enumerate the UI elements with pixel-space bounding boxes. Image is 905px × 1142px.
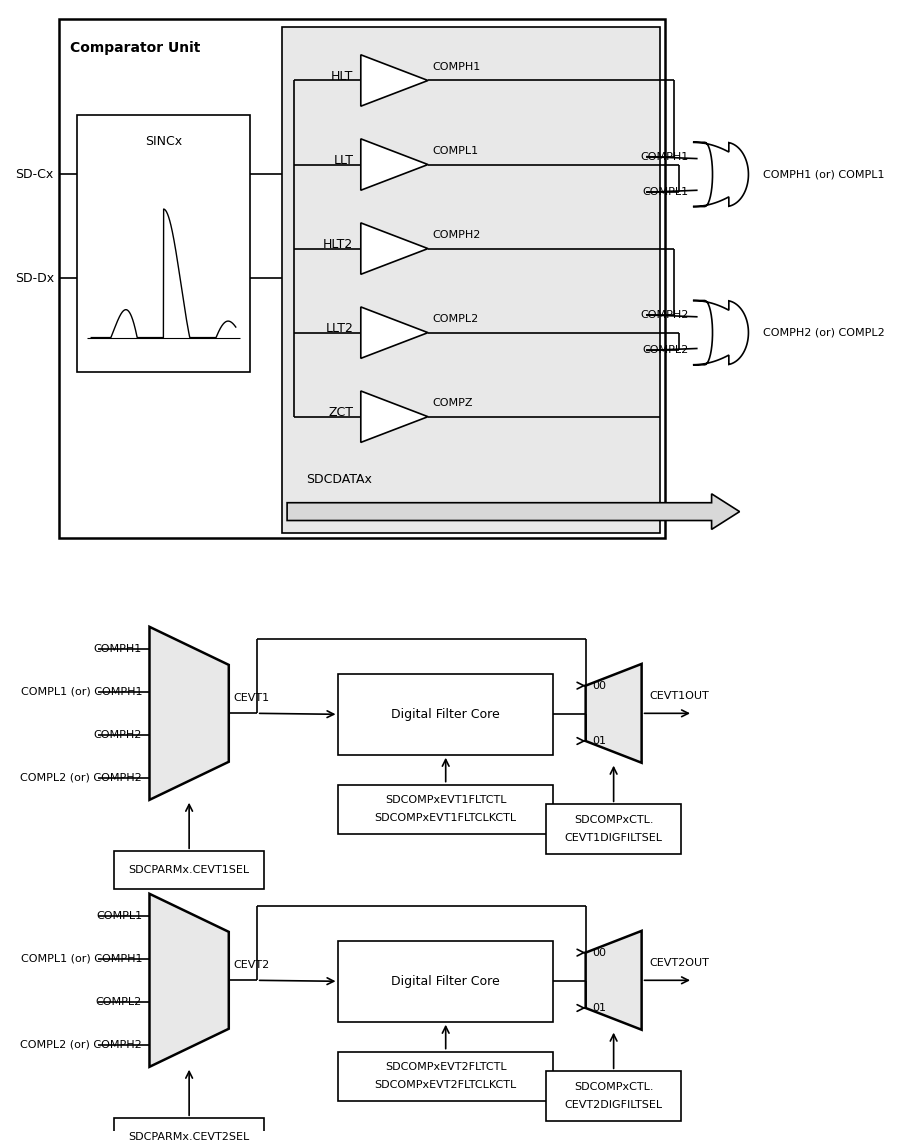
Text: SD-Cx: SD-Cx — [15, 168, 54, 180]
Text: 01: 01 — [592, 1003, 606, 1013]
Text: SDCOMPxCTL.: SDCOMPxCTL. — [574, 815, 653, 826]
Polygon shape — [149, 627, 229, 799]
Text: SDCPARMx.CEVT2SEL: SDCPARMx.CEVT2SEL — [129, 1132, 250, 1142]
Text: Comparator Unit: Comparator Unit — [70, 41, 200, 55]
Bar — [546, 1071, 681, 1120]
Bar — [59, 19, 665, 538]
Bar — [338, 785, 553, 834]
Text: COMPL1 (or) COMPH1: COMPL1 (or) COMPH1 — [21, 686, 142, 697]
Text: SDCPARMx.CEVT1SEL: SDCPARMx.CEVT1SEL — [129, 864, 250, 875]
Polygon shape — [361, 139, 428, 191]
Polygon shape — [586, 931, 642, 1030]
Polygon shape — [693, 300, 748, 364]
Text: COMPL1: COMPL1 — [433, 146, 479, 155]
Text: CEVT1DIGFILTSEL: CEVT1DIGFILTSEL — [565, 833, 662, 843]
Text: 01: 01 — [592, 735, 606, 746]
Text: CEVT1: CEVT1 — [233, 693, 270, 703]
Text: SDCOMPxEVT2FLTCLKCTL: SDCOMPxEVT2FLTCLKCTL — [375, 1080, 517, 1091]
Polygon shape — [361, 223, 428, 274]
Polygon shape — [693, 143, 748, 207]
Text: HLT: HLT — [331, 70, 353, 83]
Text: COMPH2 (or) COMPL2: COMPH2 (or) COMPL2 — [763, 328, 885, 338]
Bar — [546, 804, 681, 854]
Text: SD-Dx: SD-Dx — [14, 272, 54, 284]
Bar — [338, 674, 553, 755]
Text: COMPL1 (or) COMPH1: COMPL1 (or) COMPH1 — [21, 954, 142, 964]
Text: LLT: LLT — [333, 154, 353, 167]
Polygon shape — [287, 493, 739, 530]
Text: 00: 00 — [592, 681, 606, 691]
Text: HLT2: HLT2 — [323, 239, 353, 251]
Text: COMPL1: COMPL1 — [643, 187, 689, 198]
Text: CEVT2: CEVT2 — [233, 960, 270, 971]
Text: COMPL2: COMPL2 — [433, 314, 479, 324]
Text: CEVT2DIGFILTSEL: CEVT2DIGFILTSEL — [565, 1100, 662, 1110]
Polygon shape — [361, 55, 428, 106]
Text: COMPZ: COMPZ — [433, 397, 473, 408]
Text: COMPH1: COMPH1 — [640, 152, 689, 162]
Text: COMPH2: COMPH2 — [93, 730, 142, 740]
Text: SINCx: SINCx — [145, 135, 182, 147]
Text: 00: 00 — [592, 948, 606, 958]
Text: Digital Filter Core: Digital Filter Core — [391, 975, 500, 988]
Text: COMPL1: COMPL1 — [96, 911, 142, 922]
Polygon shape — [149, 894, 229, 1067]
Bar — [115, 1118, 263, 1142]
Polygon shape — [586, 664, 642, 763]
Text: Digital Filter Core: Digital Filter Core — [391, 708, 500, 721]
Text: COMPH1 (or) COMPL1: COMPH1 (or) COMPL1 — [763, 169, 884, 179]
Text: SDCOMPxEVT1FLTCTL: SDCOMPxEVT1FLTCTL — [385, 795, 507, 805]
Bar — [115, 851, 263, 888]
Bar — [338, 1052, 553, 1101]
Text: LLT2: LLT2 — [326, 322, 353, 336]
Text: COMPH2: COMPH2 — [433, 230, 481, 240]
Text: SDCOMPxEVT1FLTCLKCTL: SDCOMPxEVT1FLTCLKCTL — [375, 813, 517, 823]
Polygon shape — [361, 307, 428, 359]
Text: COMPL2: COMPL2 — [642, 345, 689, 355]
Text: COMPH2: COMPH2 — [640, 309, 689, 320]
Bar — [282, 27, 661, 533]
Text: COMPL2: COMPL2 — [96, 997, 142, 1007]
Bar — [338, 941, 553, 1022]
Text: CEVT1OUT: CEVT1OUT — [649, 691, 709, 701]
Text: COMPH1: COMPH1 — [94, 644, 142, 654]
Text: SDCDATAx: SDCDATAx — [306, 473, 372, 485]
Text: CEVT2OUT: CEVT2OUT — [649, 958, 709, 968]
Text: SDCOMPxCTL.: SDCOMPxCTL. — [574, 1083, 653, 1092]
Text: SDCOMPxEVT2FLTCTL: SDCOMPxEVT2FLTCTL — [385, 1062, 507, 1072]
Text: COMPH1: COMPH1 — [433, 62, 481, 72]
Text: COMPL2 (or) COMPH2: COMPL2 (or) COMPH2 — [20, 773, 142, 782]
Bar — [77, 115, 250, 372]
Text: ZCT: ZCT — [329, 407, 353, 419]
Polygon shape — [361, 391, 428, 442]
Text: COMPL2 (or) COMPH2: COMPL2 (or) COMPH2 — [20, 1039, 142, 1049]
